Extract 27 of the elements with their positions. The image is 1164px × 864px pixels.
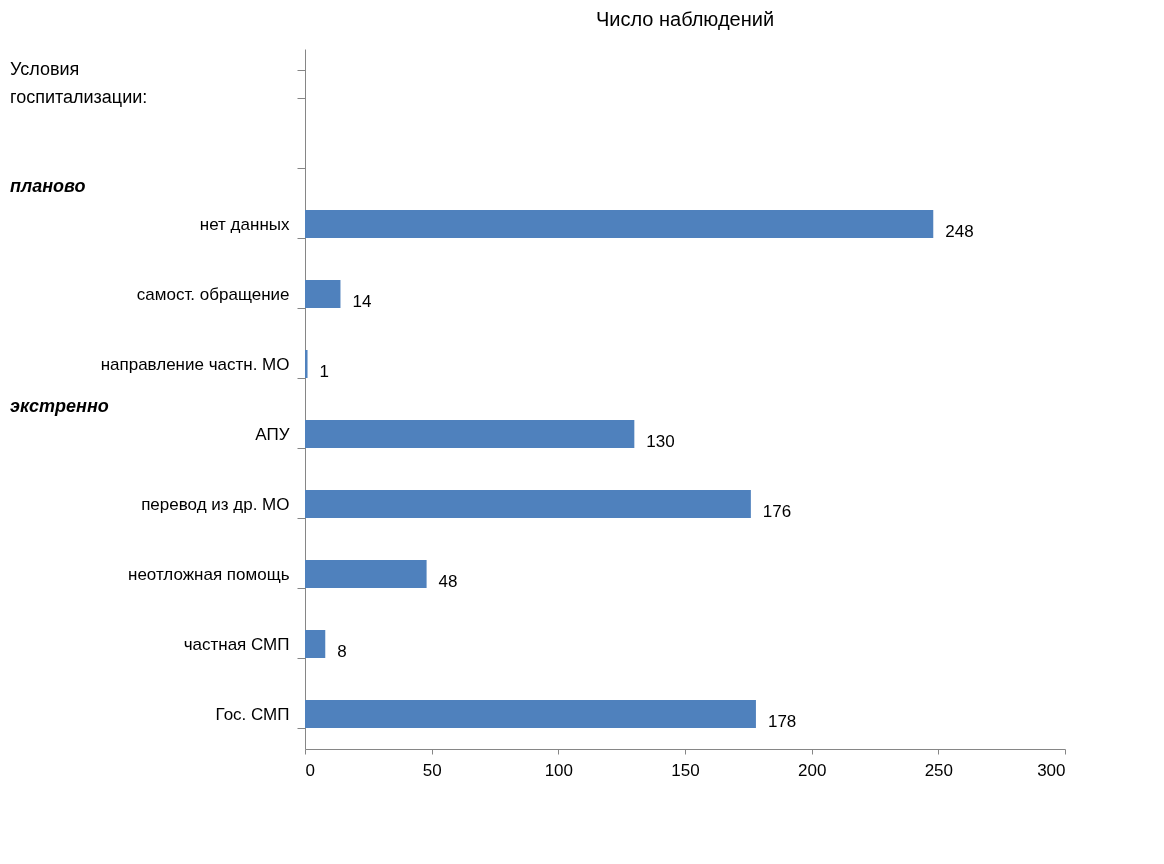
x-tick-label: 300 bbox=[1037, 760, 1066, 780]
text: Условия госпитализации: bbox=[10, 59, 148, 107]
data-label: 14 bbox=[352, 292, 372, 311]
chart-title: Число наблюдений bbox=[595, 8, 775, 30]
data-label: 176 bbox=[762, 502, 792, 521]
x-tick-label: 150 bbox=[671, 760, 700, 780]
y-tick-label: Гос. СМП bbox=[215, 704, 290, 724]
data-label: 1 bbox=[319, 362, 329, 381]
x-tick-label: 0 bbox=[305, 760, 315, 780]
y-tick-label: перевод из др. МО bbox=[141, 494, 290, 514]
text: экстренно bbox=[10, 396, 109, 416]
x-tick-label: 200 bbox=[797, 760, 827, 780]
data-label: 178 bbox=[767, 712, 797, 731]
data-label: 248 bbox=[945, 222, 974, 241]
y-tick-label: АПУ bbox=[255, 424, 290, 444]
data-label: 48 bbox=[438, 572, 458, 591]
data-label: 8 bbox=[337, 642, 347, 661]
y-tick-label: нет данных bbox=[199, 214, 290, 234]
x-tick-label: 100 bbox=[544, 760, 574, 780]
y-tick-label: неотложная помощь bbox=[128, 564, 290, 584]
y-tick-label: направление частн. МО bbox=[100, 354, 290, 374]
data-label: 130 bbox=[646, 432, 675, 451]
x-tick-label: 50 bbox=[422, 760, 442, 780]
x-tick-label: 250 bbox=[924, 760, 954, 780]
y-tick-label: самост. обращение bbox=[136, 284, 290, 304]
text: планово bbox=[10, 176, 86, 196]
y-tick-label: частная СМП bbox=[183, 634, 290, 654]
